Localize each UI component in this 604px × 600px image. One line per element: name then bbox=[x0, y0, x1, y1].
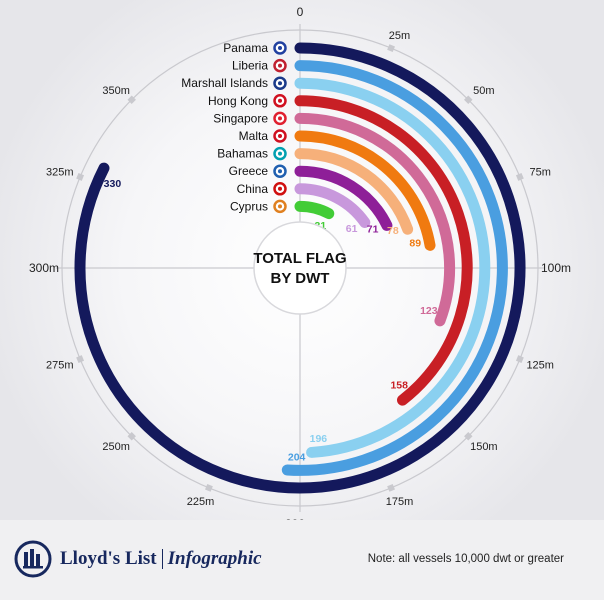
flag-emblem-icon bbox=[278, 63, 282, 68]
flag-emblem-icon bbox=[278, 46, 282, 50]
tick-label: 200m bbox=[285, 517, 315, 520]
tick-label: 100m bbox=[541, 261, 571, 275]
flag-emblem-icon bbox=[278, 204, 282, 209]
country-label: Singapore bbox=[213, 111, 268, 125]
tick-label: 50m bbox=[473, 85, 494, 97]
flag-emblem-icon bbox=[278, 81, 282, 86]
radial-bar-chart: 0 25m 50m 75m 100m 125m 150m 175m 200m 225m 250m 27… bbox=[0, 0, 604, 520]
value-label: 123 bbox=[420, 305, 438, 317]
flag-emblem-icon bbox=[278, 151, 282, 156]
country-label: Hong Kong bbox=[208, 94, 268, 108]
flag-emblem-icon bbox=[278, 134, 282, 138]
arc-marshall-islands bbox=[294, 77, 491, 458]
brand-logo: Lloyd's List Infographic bbox=[14, 540, 262, 578]
arc-greece bbox=[294, 165, 393, 231]
tick-label: 0 bbox=[297, 5, 304, 19]
country-label: Bahamas bbox=[217, 147, 268, 161]
arc-china bbox=[294, 183, 371, 228]
value-label: 78 bbox=[387, 225, 399, 237]
flag-emblem-icon bbox=[278, 169, 282, 174]
tick-mark bbox=[464, 95, 473, 104]
tick-label: 275m bbox=[46, 359, 74, 371]
brand-name: Lloyd's List bbox=[60, 548, 157, 569]
lloyds-list-logo-icon bbox=[14, 540, 52, 578]
flag-emblem-icon bbox=[278, 116, 282, 121]
country-label: Liberia bbox=[232, 59, 268, 73]
tick-mark bbox=[515, 355, 524, 363]
tick-label: 250m bbox=[102, 441, 130, 453]
value-label: 71 bbox=[367, 223, 379, 235]
arc-singapore bbox=[294, 112, 456, 327]
tick-label: 125m bbox=[526, 359, 554, 371]
country-label: Greece bbox=[229, 164, 269, 178]
country-label: Cyprus bbox=[230, 199, 268, 213]
tick-label: 25m bbox=[389, 30, 410, 42]
country-label: China bbox=[237, 182, 269, 196]
value-label: 158 bbox=[390, 380, 408, 392]
tick-label: 150m bbox=[470, 441, 498, 453]
country-label: Marshall Islands bbox=[181, 76, 268, 90]
country-label: Panama bbox=[223, 41, 268, 55]
tick-mark bbox=[464, 432, 473, 441]
arc-malta bbox=[294, 130, 436, 251]
flag-emblem-icon bbox=[278, 98, 282, 103]
tick-label: 300m bbox=[29, 261, 59, 275]
tick-label: 325m bbox=[46, 167, 74, 179]
tick-mark bbox=[76, 173, 85, 181]
center-circle bbox=[253, 221, 347, 315]
tick-mark bbox=[127, 95, 136, 104]
tick-mark bbox=[387, 44, 395, 53]
tick-label: 75m bbox=[530, 167, 551, 179]
tick-label: 175m bbox=[386, 496, 414, 508]
arc-liberia bbox=[281, 60, 508, 476]
chart-title-line-1: TOTAL FLAG bbox=[253, 250, 346, 267]
brand-separator bbox=[161, 549, 163, 569]
value-label: 89 bbox=[409, 238, 421, 250]
value-label: 61 bbox=[346, 223, 358, 235]
arc-bahamas bbox=[294, 148, 414, 235]
country-label: Malta bbox=[239, 129, 269, 143]
tick-mark bbox=[76, 355, 85, 363]
tick-mark bbox=[205, 483, 213, 492]
brand-subtitle: Infographic bbox=[167, 548, 262, 569]
tick-mark bbox=[387, 483, 395, 492]
tick-mark bbox=[127, 432, 136, 441]
tick-label: 225m bbox=[187, 496, 215, 508]
arc-panama bbox=[74, 42, 526, 494]
chart-title-line-2: BY DWT bbox=[271, 270, 330, 287]
value-label: 204 bbox=[288, 451, 306, 463]
value-label: 196 bbox=[310, 433, 328, 445]
footnote: Note: all vessels 10,000 dwt or greater bbox=[367, 553, 564, 565]
value-label: 330 bbox=[104, 178, 122, 190]
tick-mark bbox=[515, 173, 524, 181]
flag-emblem-icon bbox=[278, 186, 282, 191]
tick-label: 350m bbox=[102, 85, 130, 97]
arc-hong-kong bbox=[294, 95, 473, 406]
arc-cyprus bbox=[294, 200, 335, 220]
